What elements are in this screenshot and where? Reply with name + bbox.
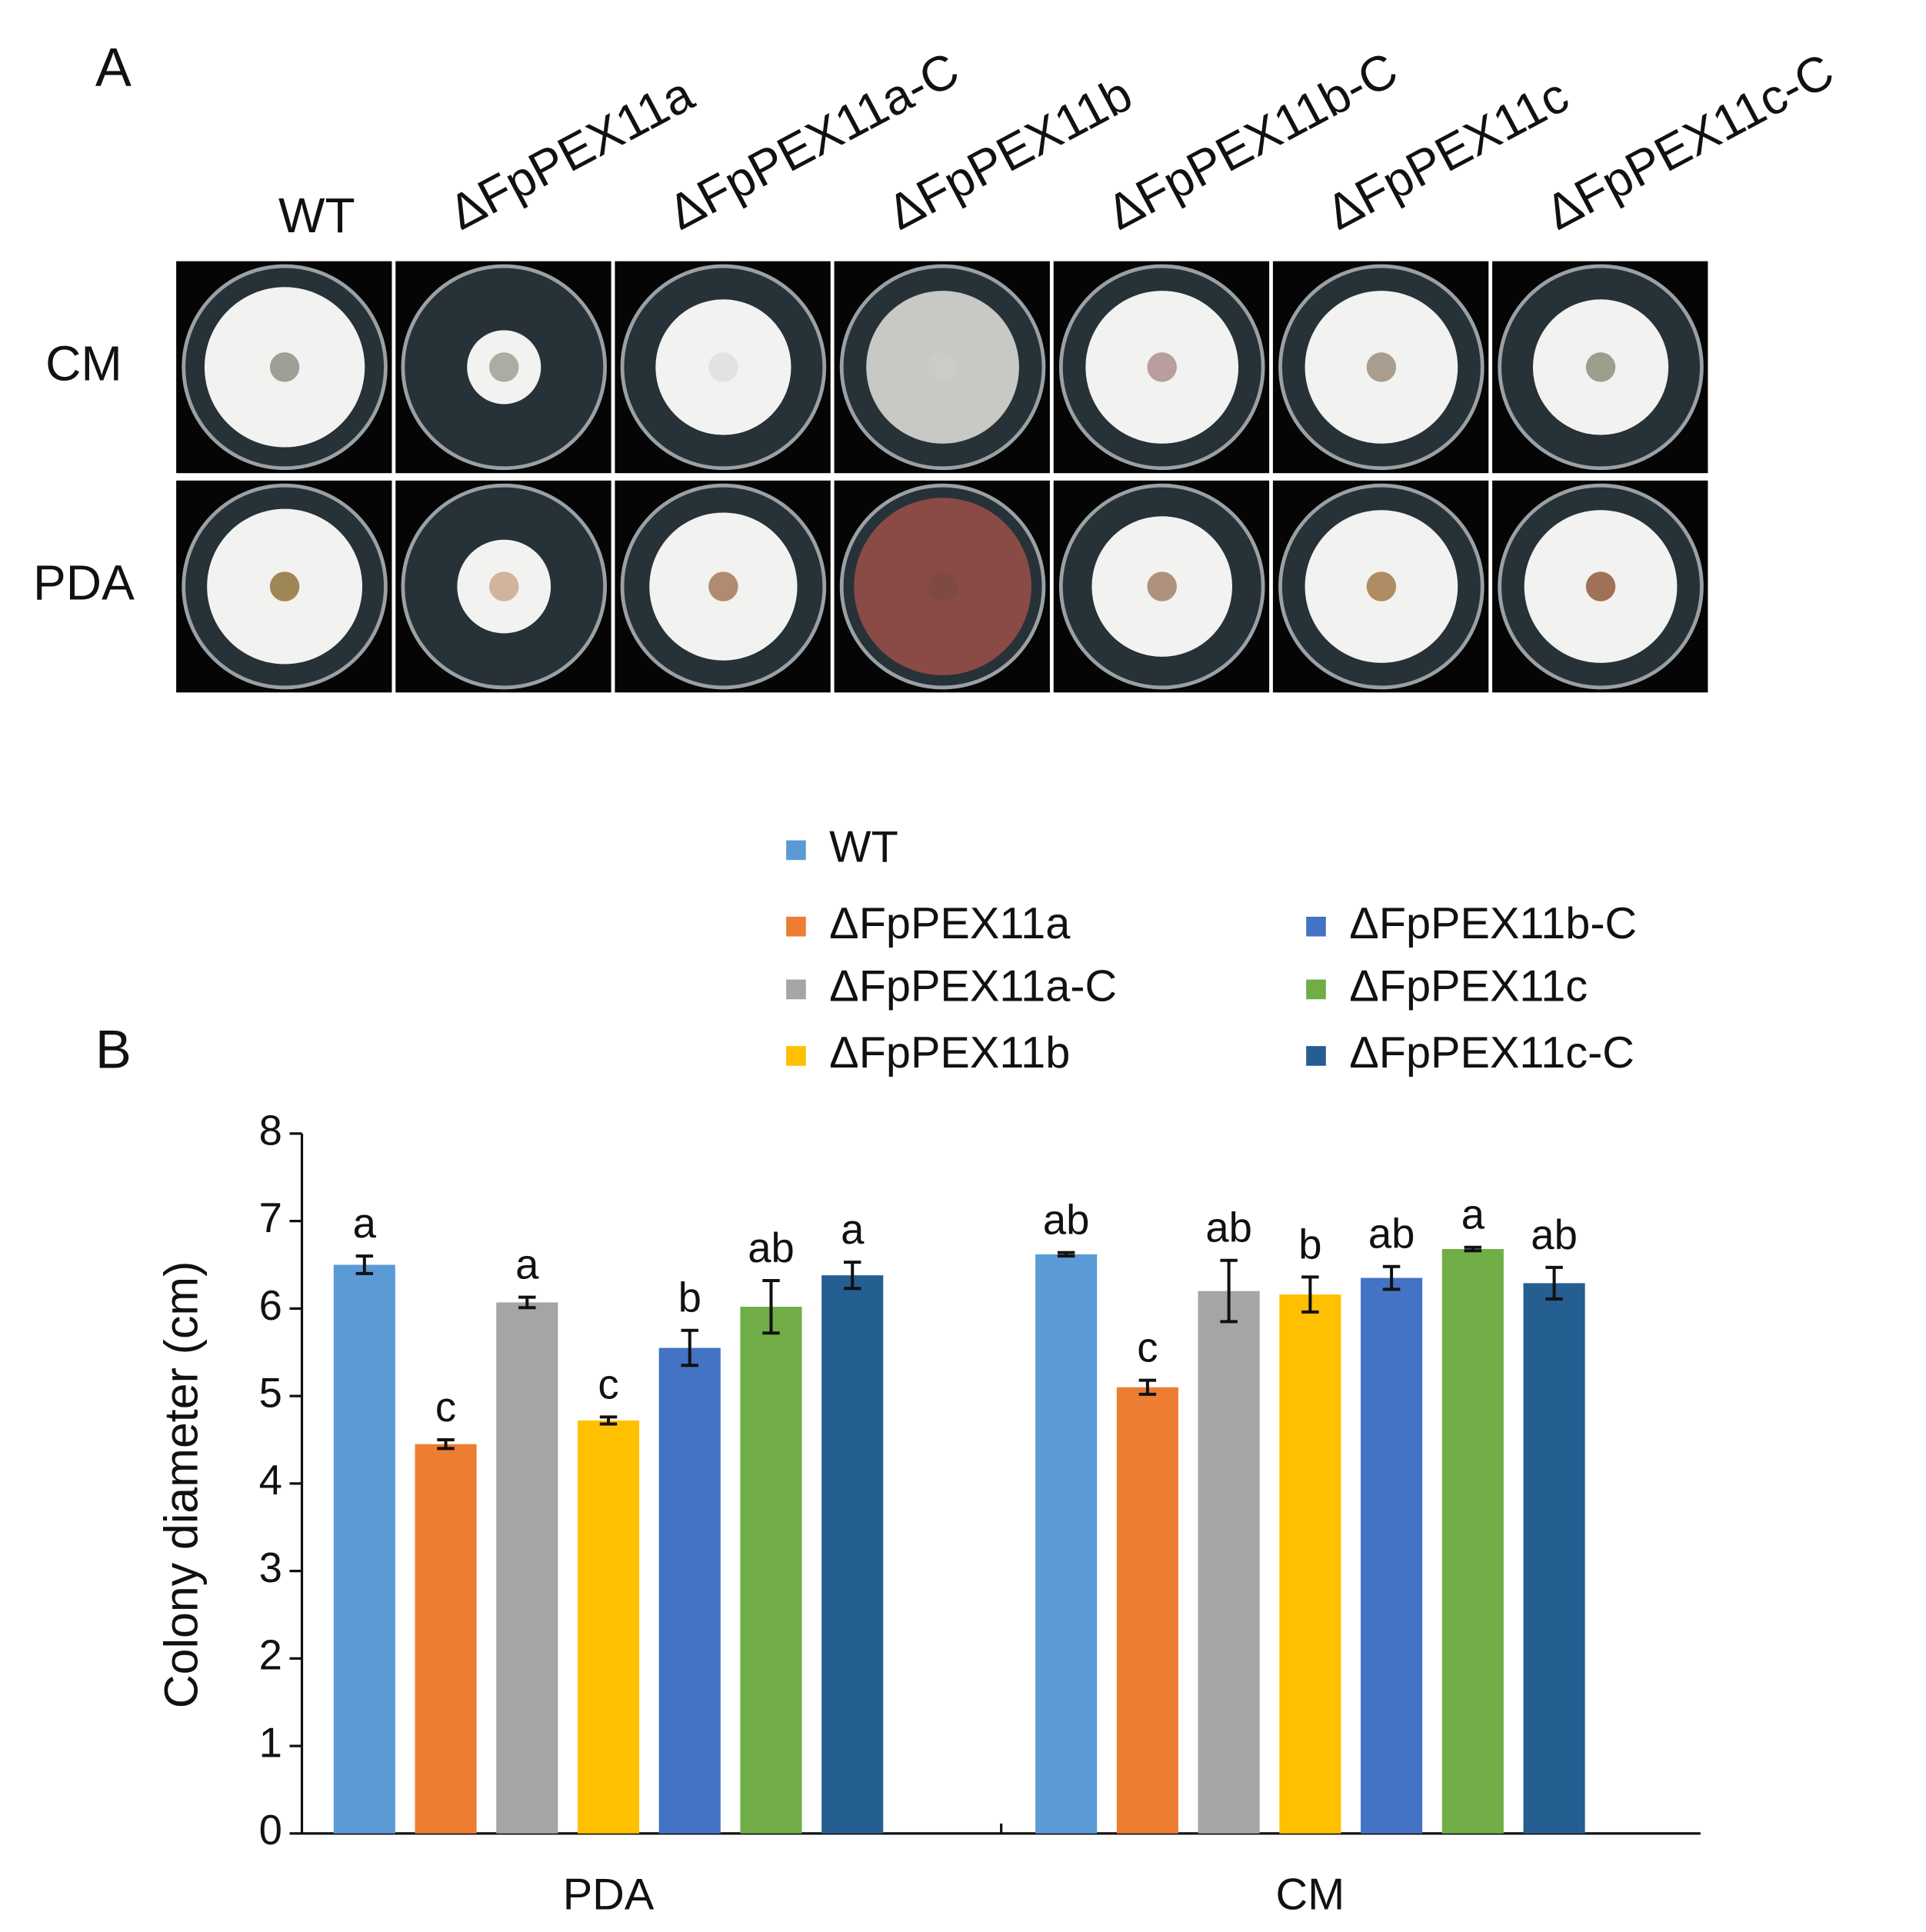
y-tick-label: 1 [259, 1719, 282, 1766]
significance-label: ab [1531, 1211, 1578, 1258]
bar [1361, 1277, 1423, 1834]
significance-label: ab [1043, 1197, 1090, 1244]
colony-center [269, 352, 300, 382]
colony-center [708, 571, 738, 601]
legend-label: WT [829, 823, 898, 872]
colony-center [928, 571, 958, 601]
legend-swatch [786, 979, 806, 1000]
strain-label: WT [278, 188, 355, 243]
significance-label: b [1298, 1221, 1321, 1267]
significance-label: a [841, 1206, 865, 1253]
legend-label: ΔFpPEX11a-C [829, 962, 1117, 1011]
legend-swatch [1306, 1046, 1326, 1066]
y-tick-label: 7 [259, 1194, 282, 1241]
legend-label: ΔFpPEX11a [829, 899, 1071, 948]
colony-center [489, 352, 519, 382]
significance-label: b [678, 1274, 701, 1321]
significance-label: a [1461, 1191, 1485, 1238]
colony-center [1585, 352, 1616, 382]
bar [496, 1302, 558, 1834]
y-tick-label: 2 [259, 1632, 282, 1679]
legend-swatch [786, 840, 806, 861]
bar [1523, 1283, 1585, 1834]
bar [1198, 1291, 1260, 1834]
y-axis-title: Colony diameter (cm) [155, 1261, 207, 1709]
legend-label: ΔFpPEX11c [1349, 962, 1588, 1011]
legend-swatch [1306, 979, 1326, 1000]
colony-center [1147, 352, 1177, 382]
strain-label: ΔFpPEX11c-C [1537, 42, 1843, 240]
y-tick-label: 3 [259, 1544, 282, 1591]
significance-label: c [1137, 1324, 1158, 1371]
legend-swatch [786, 1046, 806, 1066]
colony-center [928, 352, 958, 382]
bar [577, 1420, 640, 1834]
y-tick-label: 4 [259, 1457, 282, 1504]
bar [1116, 1387, 1178, 1834]
y-tick-label: 8 [259, 1107, 282, 1154]
y-tick-label: 0 [259, 1807, 282, 1854]
bar [333, 1264, 395, 1834]
y-tick-label: 6 [259, 1282, 282, 1329]
legend-swatch [1306, 916, 1326, 937]
x-tick-label: PDA [563, 1870, 655, 1919]
significance-label: a [515, 1241, 539, 1288]
colony-center [269, 571, 300, 601]
significance-label: c [435, 1384, 456, 1431]
significance-label: ab [1205, 1204, 1252, 1251]
significance-label: c [598, 1361, 618, 1407]
colony-center [1147, 571, 1177, 601]
significance-label: ab [1368, 1211, 1415, 1257]
bar [1035, 1254, 1098, 1834]
bar [821, 1275, 884, 1834]
colony-center [1366, 571, 1397, 601]
colony-center [489, 571, 519, 601]
panel-label: B [95, 1018, 132, 1079]
colony-center [708, 352, 738, 382]
colony-center [1585, 571, 1616, 601]
bar [415, 1444, 477, 1834]
strain-label: ΔFpPEX11a [440, 65, 702, 240]
colony-center [1366, 352, 1397, 382]
bar [658, 1347, 721, 1834]
y-tick-label: 5 [259, 1370, 282, 1417]
medium-label: CM [45, 335, 122, 391]
bar [1441, 1249, 1504, 1834]
significance-label: ab [748, 1224, 795, 1271]
x-tick-label: CM [1276, 1870, 1345, 1919]
medium-label: PDA [33, 555, 135, 610]
legend-label: ΔFpPEX11b [829, 1028, 1070, 1078]
significance-label: a [353, 1200, 377, 1247]
legend-label: ΔFpPEX11b-C [1349, 899, 1637, 948]
bar [740, 1307, 802, 1834]
legend-swatch [786, 916, 806, 937]
panel-label: A [95, 37, 132, 98]
bar [1279, 1294, 1341, 1834]
legend-label: ΔFpPEX11c-C [1349, 1028, 1634, 1078]
